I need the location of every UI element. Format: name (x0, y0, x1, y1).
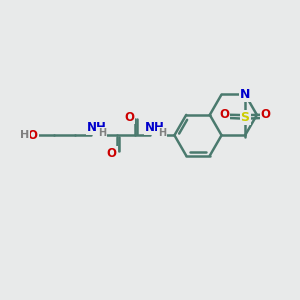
Text: O: O (107, 147, 117, 160)
Text: N: N (240, 88, 250, 101)
Text: O: O (124, 110, 134, 124)
Text: S: S (241, 111, 250, 124)
Text: O: O (220, 108, 230, 121)
Text: NH: NH (146, 122, 165, 134)
Text: H: H (98, 128, 106, 138)
Text: NH: NH (86, 122, 106, 134)
Text: H: H (20, 130, 29, 140)
Text: O: O (261, 108, 271, 121)
Text: H: H (158, 128, 166, 138)
Text: O: O (28, 129, 38, 142)
